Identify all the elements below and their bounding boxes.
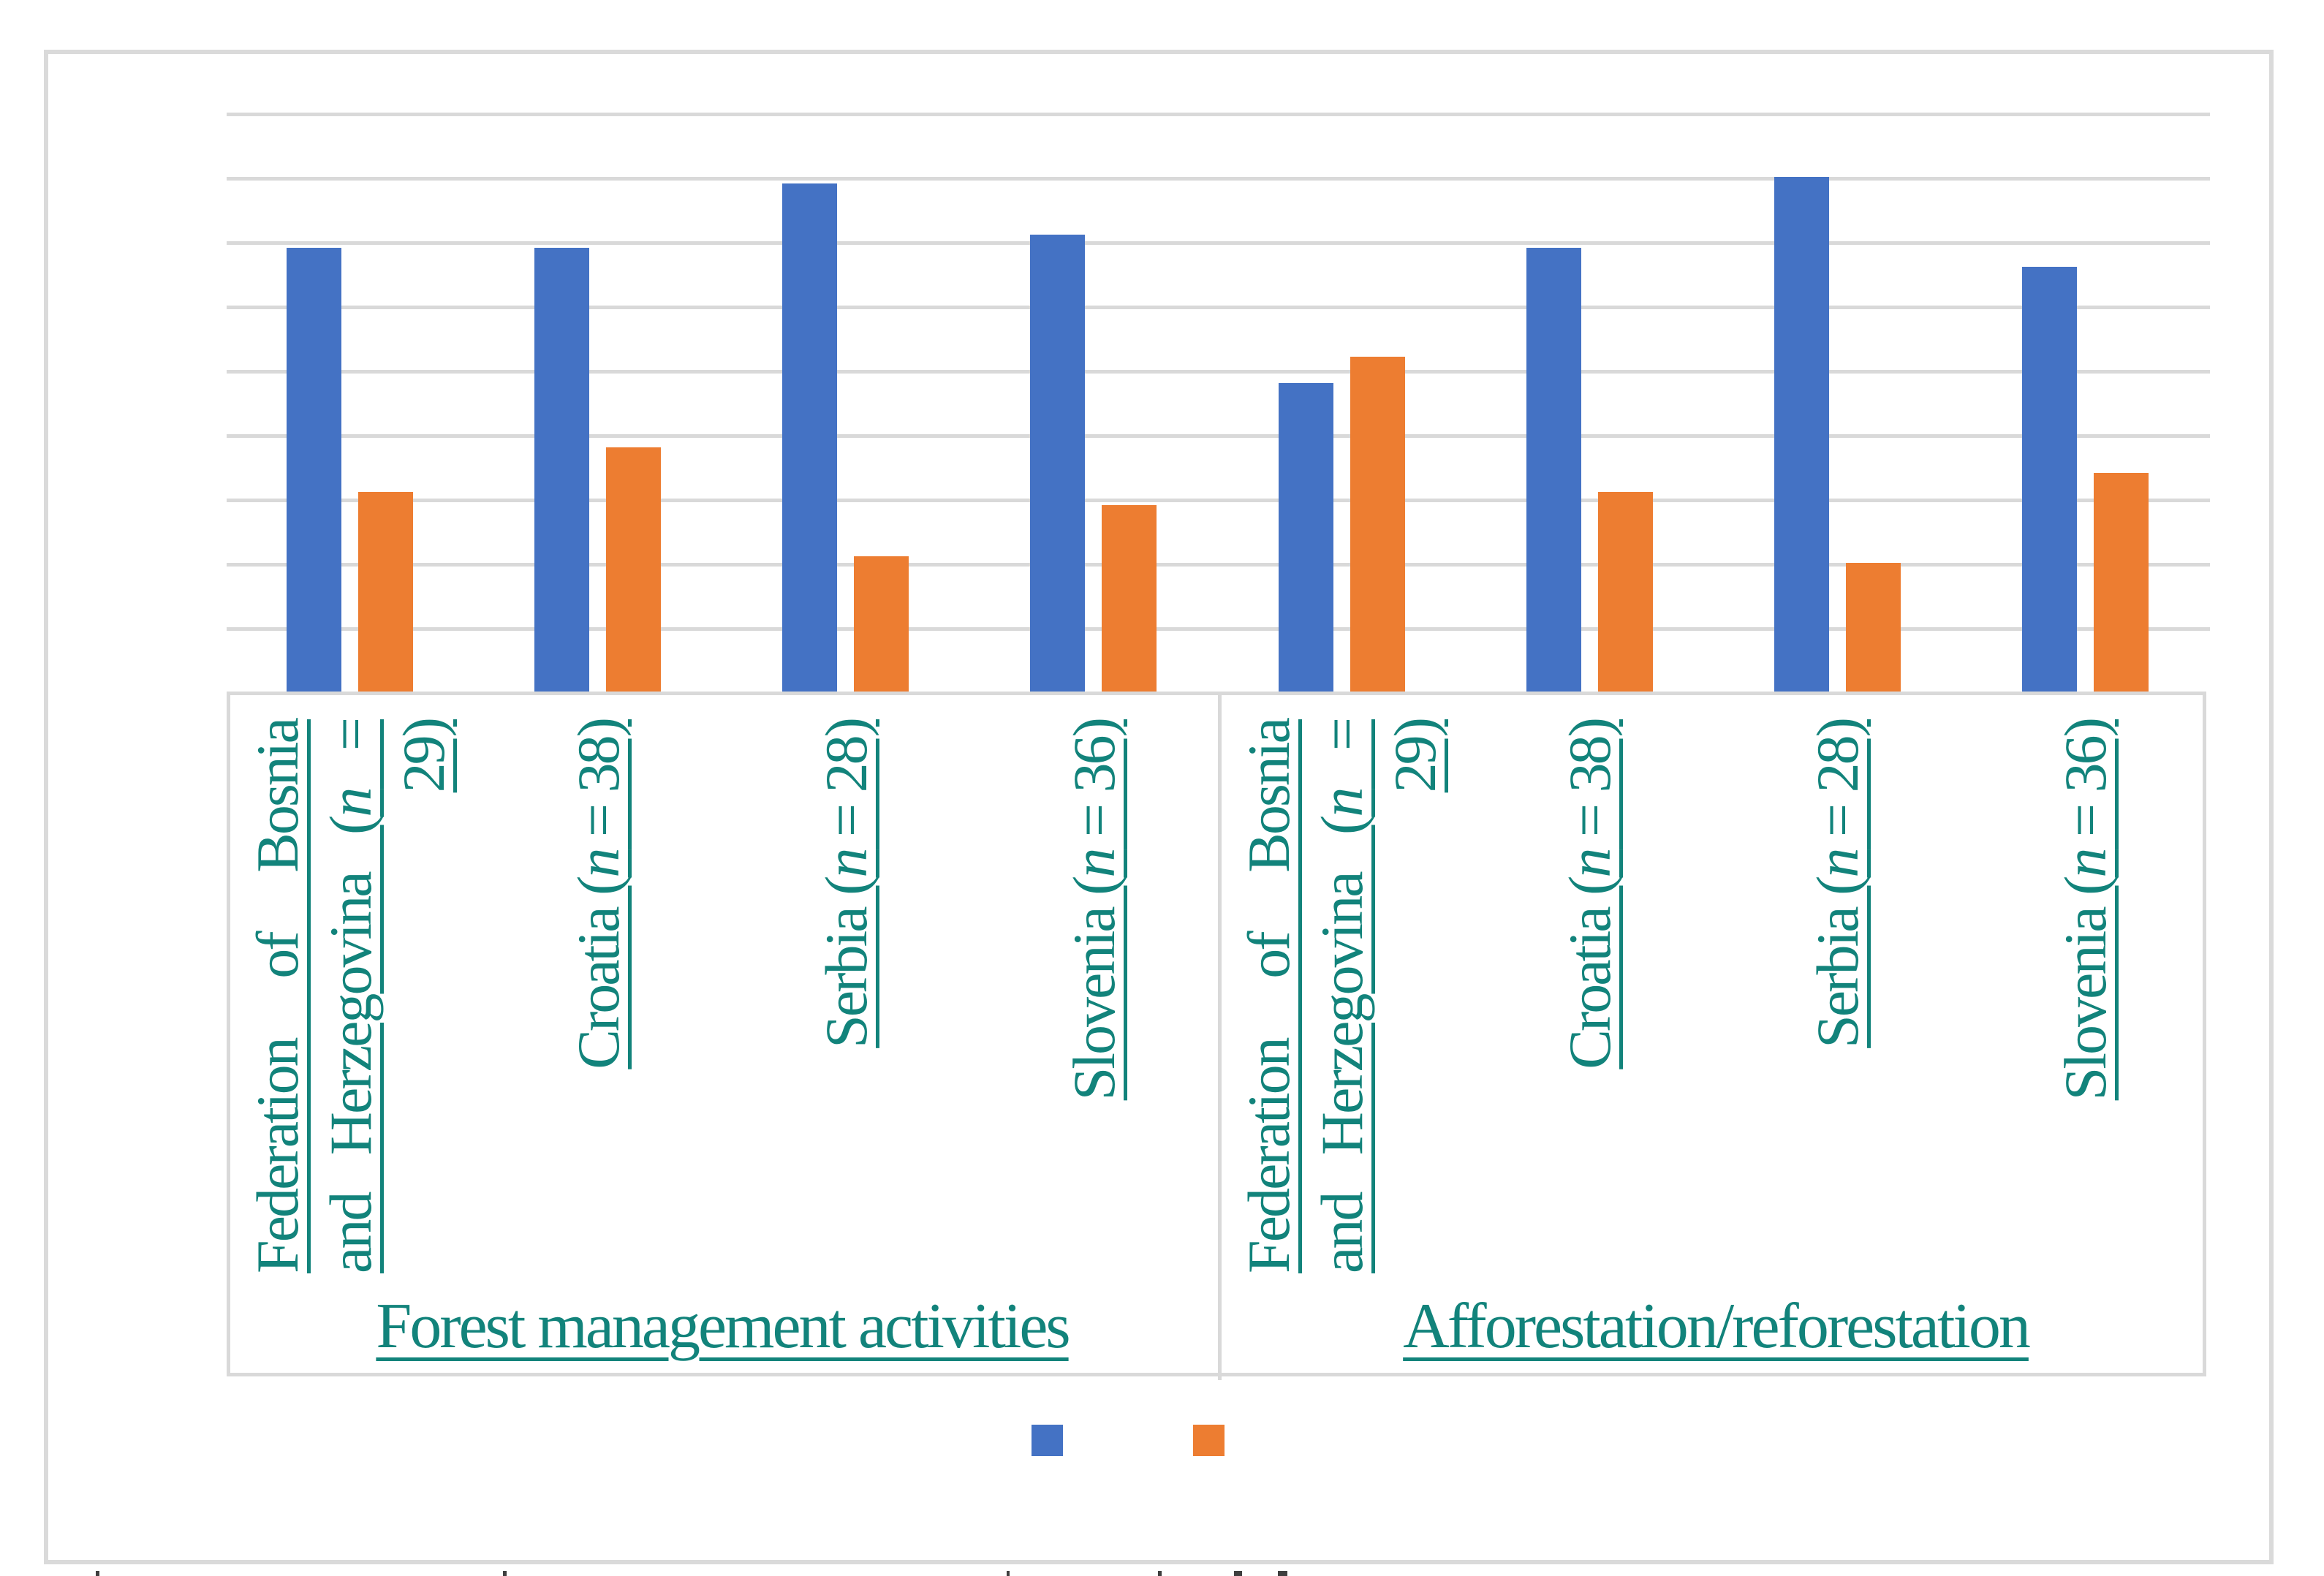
caption-fragment bbox=[1007, 1571, 1010, 1576]
bar-blue-4 bbox=[1279, 383, 1333, 692]
category-label-line: Federation of Bosnia bbox=[244, 719, 311, 1273]
bar-blue-0 bbox=[287, 248, 341, 692]
bar-blue-5 bbox=[1526, 248, 1581, 692]
bar-orange-6 bbox=[1846, 563, 1901, 692]
bar-orange-1 bbox=[606, 447, 661, 692]
caption-fragment bbox=[96, 1571, 99, 1576]
gridline bbox=[227, 499, 2210, 502]
legend-swatch-orange bbox=[1193, 1425, 1225, 1456]
category-label-line: 29) bbox=[390, 719, 457, 793]
bar-blue-2 bbox=[782, 183, 837, 692]
bar-blue-3 bbox=[1030, 235, 1085, 692]
group-label-forest-management: Forest management activities bbox=[376, 1291, 1070, 1362]
category-label-line: Serbia (n = 28) bbox=[1804, 719, 1871, 1048]
bar-blue-6 bbox=[1774, 177, 1829, 692]
bar-orange-2 bbox=[854, 556, 909, 692]
bar-blue-7 bbox=[2022, 267, 2077, 692]
category-axis-label-box bbox=[227, 692, 2206, 1376]
gridline bbox=[227, 563, 2210, 567]
category-label-line: Slovenia (n = 36) bbox=[1061, 719, 1127, 1101]
category-label-line: Croatia (n = 38) bbox=[565, 719, 632, 1069]
group-divider-line bbox=[1218, 692, 1222, 1380]
bar-orange-0 bbox=[358, 492, 413, 692]
gridline bbox=[227, 306, 2210, 309]
chart-outer-box bbox=[44, 50, 2274, 1564]
bar-orange-4 bbox=[1350, 357, 1405, 692]
gridline bbox=[227, 627, 2210, 631]
caption-fragment bbox=[1234, 1571, 1242, 1576]
caption-fragment bbox=[1158, 1571, 1162, 1576]
bar-orange-3 bbox=[1102, 505, 1157, 692]
caption-fragment bbox=[1278, 1571, 1287, 1576]
legend-swatch-blue bbox=[1032, 1425, 1063, 1456]
bar-orange-5 bbox=[1598, 492, 1653, 692]
gridline bbox=[227, 370, 2210, 374]
category-label-line: Serbia (n = 28) bbox=[813, 719, 879, 1048]
group-label-afforestation: Afforestation/reforestation bbox=[1403, 1291, 2031, 1362]
category-label-line: Federation of Bosnia bbox=[1235, 719, 1302, 1273]
category-label-line: and Herzegovina (n = bbox=[1309, 719, 1375, 1273]
category-label-line: and Herzegovina (n = bbox=[317, 719, 384, 1273]
category-label-line: Croatia (n = 38) bbox=[1556, 719, 1623, 1069]
gridline bbox=[227, 113, 2210, 116]
gridline bbox=[227, 241, 2210, 245]
gridline bbox=[227, 177, 2210, 181]
gridline bbox=[227, 434, 2210, 438]
bar-orange-7 bbox=[2094, 473, 2149, 692]
category-label-line: 29) bbox=[1382, 719, 1448, 793]
caption-fragment bbox=[503, 1571, 507, 1576]
category-label-line: Slovenia (n = 36) bbox=[2052, 719, 2119, 1101]
bar-blue-1 bbox=[534, 248, 589, 692]
